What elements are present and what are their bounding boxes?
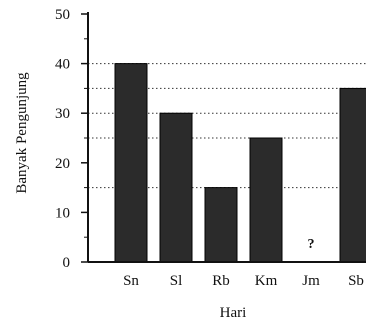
x-category-label: Km (255, 273, 278, 289)
y-tick-label: 10 (55, 205, 70, 221)
bars-group: ? (114, 63, 366, 263)
bar-rb (204, 187, 238, 263)
y-tick-label: 20 (55, 156, 70, 172)
y-axis-title: Banyak Pengunjung (14, 72, 30, 194)
y-tick-label: 0 (63, 255, 71, 271)
y-ticks-group: 0 10 20 30 40 50 (55, 7, 88, 271)
y-tick-label: 30 (55, 106, 70, 122)
bar-sl (159, 112, 193, 263)
y-tick-label: 40 (55, 57, 70, 73)
x-category-labels-group: Sn Sl Rb Km Jm Sb (123, 273, 364, 289)
x-category-label: Sl (170, 273, 183, 289)
missing-value-marker: ? (308, 237, 315, 252)
bar-sn (114, 63, 148, 263)
bar-sb (339, 87, 366, 263)
x-category-label: Sb (348, 273, 364, 289)
x-axis-title: Hari (220, 305, 247, 320)
x-category-label: Sn (123, 273, 139, 289)
axes-group (87, 12, 366, 263)
x-category-label: Rb (212, 273, 230, 289)
y-tick-label: 50 (55, 7, 70, 23)
x-category-label: Jm (302, 273, 320, 289)
bar-km (249, 137, 283, 263)
